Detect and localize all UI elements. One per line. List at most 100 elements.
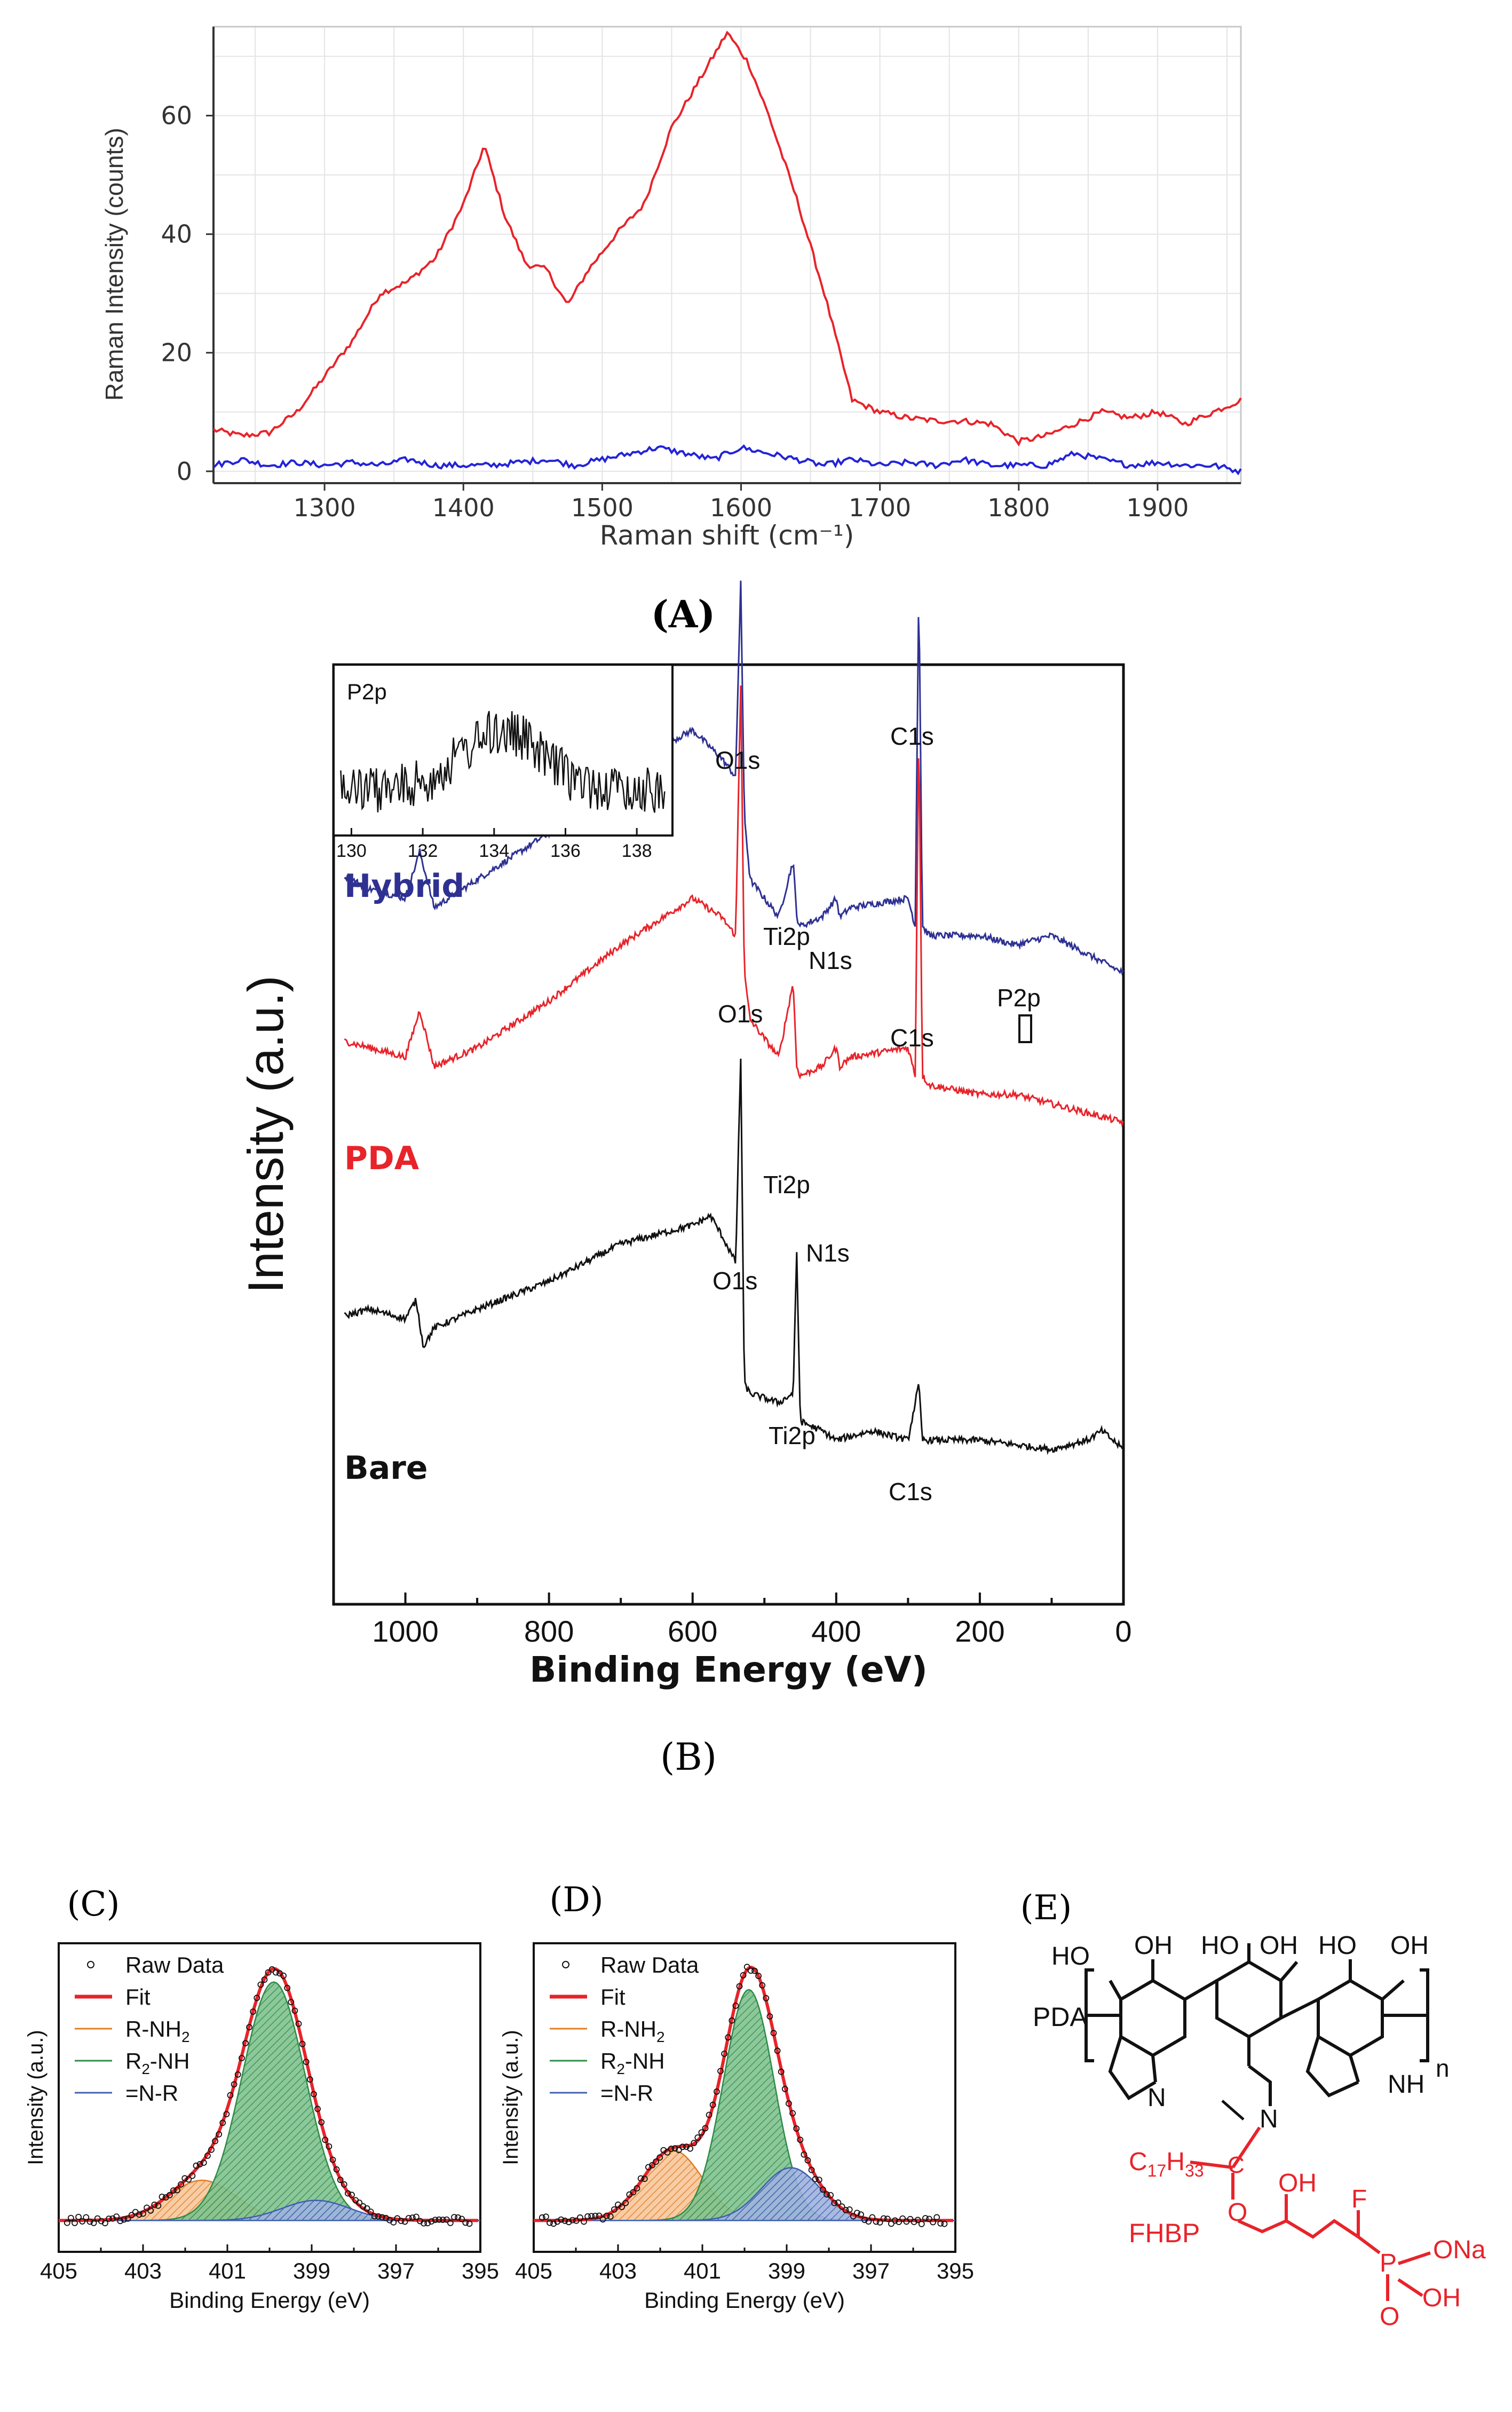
n1s-raw-point bbox=[820, 2186, 826, 2193]
n1s-raw-point bbox=[778, 2068, 785, 2075]
n1s-raw-point bbox=[151, 2201, 158, 2208]
n1s-raw-point bbox=[774, 2047, 781, 2054]
n1s-raw-point bbox=[714, 2088, 720, 2095]
panel-b-x-tick-label: 1000 bbox=[372, 1614, 439, 1648]
n1s-raw-point bbox=[668, 2146, 675, 2152]
panel-d-caption: (D) bbox=[549, 1880, 603, 1920]
panel-a-raman-chart: 1300 1400 1500 1600 1700 1800 1900 0 20 40 60 Rama… bbox=[100, 26, 1242, 636]
n1s-raw-point bbox=[588, 2213, 595, 2220]
n1s-legend: Raw Data Fit R-NH2 R2-NH =N-R bbox=[75, 1952, 224, 2106]
n1s-raw-point bbox=[793, 2125, 800, 2132]
n1s-raw-data bbox=[539, 1964, 948, 2227]
n1s-raw-point bbox=[565, 2219, 572, 2226]
n1s-raw-point bbox=[424, 2220, 431, 2227]
n1s-x-label: Binding Energy (eV) bbox=[644, 2288, 845, 2313]
p2p-inset-tick-label: 138 bbox=[622, 841, 652, 861]
nh-label: NH bbox=[1388, 2070, 1424, 2099]
panel-b-xps-survey: 1000 800 600 400 200 0 Intensity (a.u.) Bindi… bbox=[238, 580, 1132, 1779]
n1s-raw-point bbox=[284, 1984, 291, 1991]
n1s-raw-point bbox=[645, 2164, 652, 2171]
n1s-raw-point bbox=[432, 2217, 439, 2224]
n1s-raw-point bbox=[268, 1966, 275, 1973]
n1s-raw-point bbox=[797, 2137, 804, 2143]
p2p-inset-tick-label: 130 bbox=[336, 841, 367, 861]
n1s-raw-point bbox=[261, 1976, 268, 1983]
n1s-raw-point bbox=[90, 2219, 97, 2226]
fhbp-bonds bbox=[1190, 2126, 1431, 2301]
n1s-raw-point bbox=[930, 2219, 936, 2226]
oh-label-1: HO bbox=[1051, 1942, 1090, 1970]
n1s-raw-point bbox=[113, 2213, 120, 2220]
n1s-raw-data bbox=[64, 1966, 473, 2227]
n1s-raw-point bbox=[155, 2202, 162, 2209]
fhbp-label: FHBP bbox=[1129, 2218, 1200, 2248]
n1s-legend-label: =N-R bbox=[600, 2080, 653, 2106]
n1s-raw-point bbox=[455, 2214, 461, 2221]
n1s-component-r2-nh bbox=[534, 1989, 955, 2221]
n1s-raw-point bbox=[193, 2162, 200, 2169]
n1s-x-tick-label: 399 bbox=[768, 2258, 805, 2283]
n1s-raw-point bbox=[743, 1964, 750, 1970]
oh-label-3: HO bbox=[1201, 1932, 1239, 1960]
n1s-raw-point bbox=[299, 2040, 306, 2047]
n1s-raw-point bbox=[208, 2146, 215, 2153]
n1s-raw-point bbox=[656, 2154, 663, 2161]
panel-a-ticks: 1300 1400 1500 1600 1700 1800 1900 0 20 40 60 bbox=[161, 101, 1189, 522]
n1s-raw-point bbox=[622, 2200, 629, 2206]
n1s-raw-point bbox=[242, 2040, 249, 2047]
n1s-raw-point bbox=[547, 2219, 553, 2226]
reaction-arrow bbox=[1221, 2100, 1245, 2121]
panel-b-series-line-hybrid bbox=[344, 580, 1124, 976]
n1s-raw-point bbox=[816, 2177, 822, 2184]
n1s-raw-point bbox=[751, 1967, 758, 1974]
n1s-raw-point bbox=[231, 2081, 238, 2088]
legend-raw-marker bbox=[87, 1961, 94, 1968]
n1s-raw-point bbox=[379, 2214, 385, 2221]
p2p-inset-signal bbox=[340, 711, 666, 813]
n1s-raw-point bbox=[858, 2211, 864, 2218]
n1s-raw-point bbox=[200, 2159, 207, 2166]
fluorine-label: F bbox=[1351, 2185, 1367, 2213]
n1s-raw-point bbox=[159, 2193, 165, 2200]
n1s-raw-point bbox=[178, 2181, 185, 2188]
n1s-raw-point bbox=[333, 2166, 340, 2173]
oh-label-2: OH bbox=[1134, 1932, 1173, 1960]
n1s-raw-point bbox=[584, 2213, 591, 2220]
n1s-raw-point bbox=[75, 2213, 82, 2220]
peak-label-o1s-bare: O1s bbox=[713, 1267, 757, 1295]
n1s-raw-point bbox=[611, 2206, 618, 2213]
n1s-raw-point bbox=[581, 2218, 587, 2225]
n1s-raw-point bbox=[781, 2085, 788, 2092]
n1s-raw-point bbox=[842, 2206, 849, 2213]
n1s-raw-point bbox=[185, 2176, 192, 2183]
n1s-x-tick-label: 401 bbox=[684, 2258, 721, 2283]
ring-n-label: N bbox=[1147, 2084, 1166, 2112]
p2p-inset-tick-label: 132 bbox=[408, 841, 438, 861]
n1s-raw-point bbox=[219, 2119, 226, 2126]
n1s-raw-point bbox=[763, 1995, 770, 2001]
n1s-raw-point bbox=[216, 2131, 223, 2138]
n1s-raw-point bbox=[838, 2203, 845, 2210]
n1s-legend-label: R2-NH bbox=[600, 2048, 665, 2077]
n1s-raw-point bbox=[117, 2218, 124, 2225]
n1s-raw-point bbox=[170, 2187, 177, 2194]
n1s-raw-point bbox=[98, 2218, 105, 2225]
phosphonate-o-label: O bbox=[1380, 2303, 1399, 2331]
n1s-raw-point bbox=[880, 2215, 887, 2222]
n1s-raw-point bbox=[303, 2059, 310, 2066]
n1s-raw-point bbox=[322, 2137, 329, 2143]
n1s-raw-point bbox=[254, 1995, 260, 2001]
panel-b-ticks: 1000 800 600 400 200 0 bbox=[333, 1593, 1132, 1648]
n1s-raw-point bbox=[86, 2218, 93, 2225]
n1s-raw-point bbox=[375, 2213, 382, 2220]
panel-b-caption: (B) bbox=[660, 1735, 717, 1779]
panel-b-series-line-bare bbox=[344, 1058, 1124, 1455]
n1s-raw-point bbox=[675, 2147, 682, 2154]
peak-label-c1s-hybrid: C1s bbox=[890, 722, 934, 750]
legend-raw-marker bbox=[562, 1961, 569, 1968]
n1s-raw-point bbox=[558, 2216, 565, 2223]
panel-c-caption: (C) bbox=[67, 1885, 120, 1924]
n1s-raw-point bbox=[543, 2213, 549, 2220]
n1s-raw-point bbox=[367, 2208, 374, 2215]
